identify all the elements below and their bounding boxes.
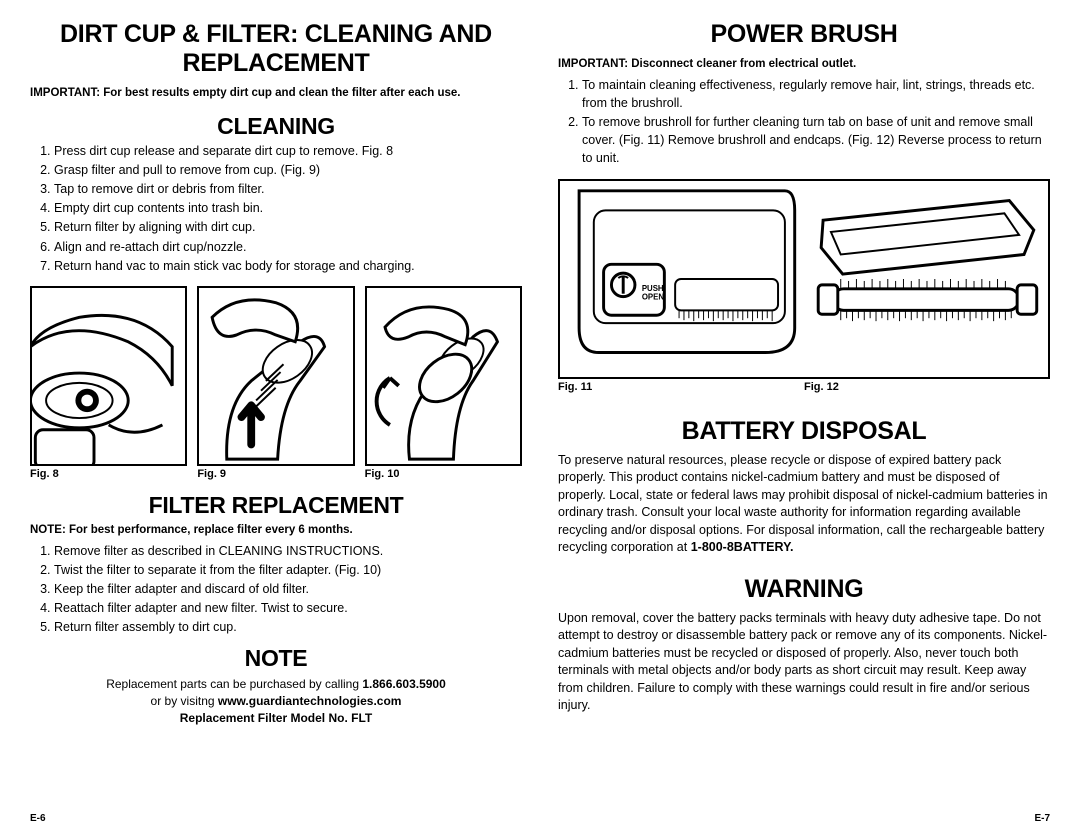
note-line2a: or by visitng [151, 694, 218, 708]
important-power: IMPORTANT: Disconnect cleaner from elect… [558, 58, 856, 70]
battery-text: To preserve natural resources, please re… [558, 452, 1050, 557]
filter-step: Reattach filter adapter and new filter. … [54, 599, 522, 617]
battery-phone: 1-800-8BATTERY. [691, 540, 794, 554]
cleaning-step: Align and re-attach dirt cup/nozzle. [54, 238, 522, 256]
note-block: Replacement parts can be purchased by ca… [30, 676, 522, 726]
battery-text-a: To preserve natural resources, please re… [558, 453, 1048, 555]
brush-step: To remove brushroll for further cleaning… [582, 113, 1050, 167]
fig11-label: Fig. 11 [558, 381, 804, 393]
filter-step: Twist the filter to separate it from the… [54, 561, 522, 579]
dirt-cup-title: DIRT CUP & FILTER: CLEANING AND REPLACEM… [30, 20, 522, 78]
power-brush-title: POWER BRUSH [558, 20, 1050, 49]
left-page: DIRT CUP & FILTER: CLEANING AND REPLACEM… [30, 20, 540, 824]
figure-10 [365, 286, 522, 466]
fig10-label: Fig. 10 [365, 468, 522, 480]
cleaning-heading: CLEANING [30, 113, 522, 140]
fig9-label: Fig. 9 [197, 468, 354, 480]
note-line1a: Replacement parts can be purchased by ca… [106, 677, 362, 691]
battery-disposal-heading: BATTERY DISPOSAL [558, 417, 1050, 446]
figure-labels-left: Fig. 8 Fig. 9 Fig. 10 [30, 468, 522, 480]
cleaning-step: Press dirt cup release and separate dirt… [54, 142, 522, 160]
figure-row [30, 286, 522, 466]
note-url: www.guardiantechnologies.com [218, 694, 402, 708]
filter-note: NOTE: For best performance, replace filt… [30, 524, 353, 536]
fig12-label: Fig. 12 [804, 381, 1050, 393]
note-line3: Replacement Filter Model No. FLT [180, 711, 372, 725]
cleaning-steps-list: Press dirt cup release and separate dirt… [30, 142, 522, 276]
filter-replacement-heading: FILTER REPLACEMENT [30, 492, 522, 519]
page-number-right: E-7 [558, 813, 1050, 824]
cleaning-step: Grasp filter and pull to remove from cup… [54, 161, 522, 179]
cleaning-step: Return hand vac to main stick vac body f… [54, 257, 522, 275]
right-page: POWER BRUSH IMPORTANT: Disconnect cleane… [540, 20, 1050, 824]
filter-steps-list: Remove filter as described in CLEANING I… [30, 542, 522, 638]
cleaning-step: Return filter by aligning with dirt cup. [54, 218, 522, 236]
figure-11: PUSH OPEN [560, 181, 804, 377]
warning-heading: WARNING [558, 575, 1050, 604]
figure-labels-right: Fig. 11 Fig. 12 [558, 381, 1050, 393]
figure-11-12: PUSH OPEN [558, 179, 1050, 379]
svg-text:OPEN: OPEN [642, 292, 665, 301]
filter-step: Remove filter as described in CLEANING I… [54, 542, 522, 560]
figure-8 [30, 286, 187, 466]
filter-step: Return filter assembly to dirt cup. [54, 618, 522, 636]
brush-step: To maintain cleaning effectiveness, regu… [582, 76, 1050, 112]
filter-step: Keep the filter adapter and discard of o… [54, 580, 522, 598]
brush-steps-list: To maintain cleaning effectiveness, regu… [558, 76, 1050, 169]
figure-12 [804, 181, 1048, 377]
figure-9 [197, 286, 354, 466]
note-phone: 1.866.603.5900 [362, 677, 445, 691]
cleaning-step: Tap to remove dirt or debris from filter… [54, 180, 522, 198]
fig8-label: Fig. 8 [30, 468, 187, 480]
warning-text: Upon removal, cover the battery packs te… [558, 610, 1050, 715]
svg-text:PUSH: PUSH [642, 283, 664, 292]
note-heading: NOTE [30, 645, 522, 672]
important-cleaning: IMPORTANT: For best results empty dirt c… [30, 87, 461, 99]
cleaning-step: Empty dirt cup contents into trash bin. [54, 199, 522, 217]
page-number-left: E-6 [30, 813, 522, 824]
